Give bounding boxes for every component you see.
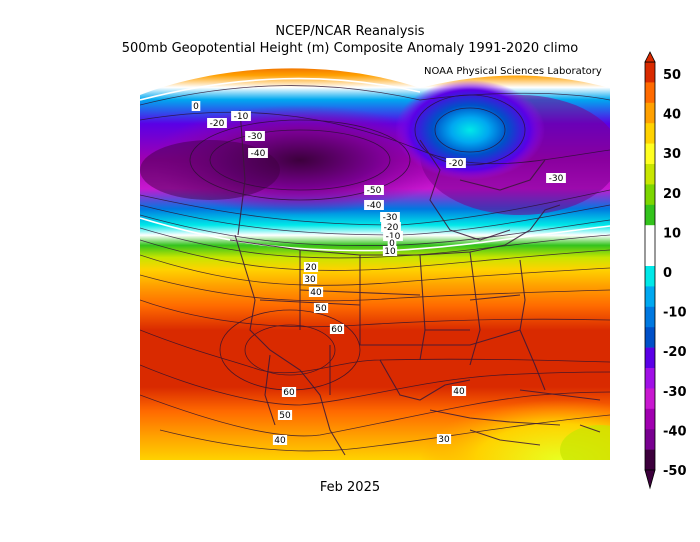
colorbar-segment xyxy=(645,164,655,185)
contour-label-bg xyxy=(281,387,297,397)
contour-label: -10 xyxy=(386,232,401,242)
contour-labels: 0-10-20-30-40-20-30-50-40-30-20-10010203… xyxy=(191,101,566,446)
contour-label-bg xyxy=(191,101,201,111)
contour-label-bg xyxy=(382,246,398,256)
title-line-1: NCEP/NCAR Reanalysis xyxy=(275,24,425,39)
contour-label-bg xyxy=(329,324,345,334)
colorbar-segment xyxy=(645,245,655,267)
contour-label: 20 xyxy=(305,263,317,273)
colorbar-tick-label: 10 xyxy=(663,226,681,241)
contour-label: 40 xyxy=(310,288,322,298)
credit-label: NOAA Physical Sciences Laboratory xyxy=(424,66,602,77)
contour-label-bg xyxy=(245,131,265,141)
colorbar-segment xyxy=(645,82,655,104)
contour-label: 40 xyxy=(453,387,465,397)
contour-label-bg xyxy=(302,274,318,284)
contour-label: 0 xyxy=(193,102,199,112)
contour-label: 50 xyxy=(315,304,327,314)
colorbar-bottom-arrow xyxy=(644,469,656,490)
contour-label-bg xyxy=(381,222,401,232)
contour-label-bg xyxy=(308,287,324,297)
colorbar-segment xyxy=(645,408,655,430)
contour-label: -30 xyxy=(383,213,398,223)
contour-label-bg xyxy=(248,148,268,158)
colorbar-segment xyxy=(645,429,655,450)
contour-label-bg xyxy=(546,173,566,183)
contour-label: -50 xyxy=(367,186,382,196)
contour-label: -40 xyxy=(251,149,266,159)
contour-label-bg xyxy=(436,434,452,444)
contour-label-bg xyxy=(231,111,251,121)
contour-label-bg xyxy=(313,303,329,313)
contour-label-bg xyxy=(364,200,384,210)
contour-label: -30 xyxy=(248,132,263,142)
colorbar-segment xyxy=(645,143,655,165)
colorbar-tick-label: -10 xyxy=(663,306,687,321)
contour-label: 40 xyxy=(274,436,286,446)
contour-label-bg xyxy=(207,118,227,128)
contour-label: -10 xyxy=(234,112,249,122)
contour-label: 30 xyxy=(438,435,450,445)
colorbar-segment xyxy=(645,347,655,369)
colorbar-ticks: 50 40 30 20 10 0 -10 -20 -30 -40 -50 xyxy=(663,68,687,479)
colorbar-tick-label: 30 xyxy=(663,147,681,162)
title-line-2: 500mb Geopotential Height (m) Composite … xyxy=(121,41,579,56)
contour-label-bg xyxy=(364,185,384,195)
colorbar-segment xyxy=(645,286,655,308)
contour-label-bg xyxy=(277,410,293,420)
contour-label: 10 xyxy=(384,247,396,257)
shaded-field xyxy=(140,68,610,460)
colorbar-tick-label: 50 xyxy=(663,68,681,83)
contour-label-bg xyxy=(272,435,288,445)
colorbar-tick-label: -40 xyxy=(663,424,687,439)
contour-label: 0 xyxy=(389,239,395,249)
contour-label: -20 xyxy=(210,119,225,129)
colorbar-segment xyxy=(645,368,655,389)
colorbar-segment xyxy=(645,204,655,226)
colorbar-tick-label: 40 xyxy=(663,108,681,123)
contour-label-bg xyxy=(446,158,466,168)
contour-label-bg xyxy=(303,262,319,272)
contour-label: -20 xyxy=(384,223,399,233)
colorbar-tick-label: -30 xyxy=(663,385,687,400)
contour-label-bg xyxy=(380,212,400,222)
contour-label-bg xyxy=(383,231,403,241)
colorbar-segment xyxy=(645,102,655,124)
colorbar-segment xyxy=(645,123,655,144)
colorbar-segment xyxy=(645,327,655,348)
colorbar-tick-label: -20 xyxy=(663,345,687,360)
contour-label: -40 xyxy=(367,201,382,211)
colorbar-tick-label: -50 xyxy=(663,464,687,479)
colorbar-tick-label: 0 xyxy=(663,266,672,281)
colorbar-segment xyxy=(645,449,655,471)
colorbar-top-arrow xyxy=(644,51,656,63)
contour-label-bg xyxy=(387,238,397,248)
colorbar-segments xyxy=(644,61,656,471)
contour-label: 60 xyxy=(283,388,295,398)
contour-label: -30 xyxy=(549,174,564,184)
date-label: Feb 2025 xyxy=(319,480,381,495)
contour-label: 60 xyxy=(331,325,343,335)
contour-label: 30 xyxy=(304,275,316,285)
contour-label: -20 xyxy=(449,159,464,169)
contour-label-bg xyxy=(451,386,467,396)
colorbar-segment xyxy=(645,306,655,328)
colorbar-segment xyxy=(645,388,655,410)
colorbar-segment xyxy=(645,62,655,83)
colorbar-segment xyxy=(645,225,655,246)
colorbar-tick-label: 20 xyxy=(663,187,681,202)
colorbar-segment xyxy=(645,266,655,287)
colorbar-segment xyxy=(645,184,655,206)
contour-label: 50 xyxy=(279,411,291,421)
